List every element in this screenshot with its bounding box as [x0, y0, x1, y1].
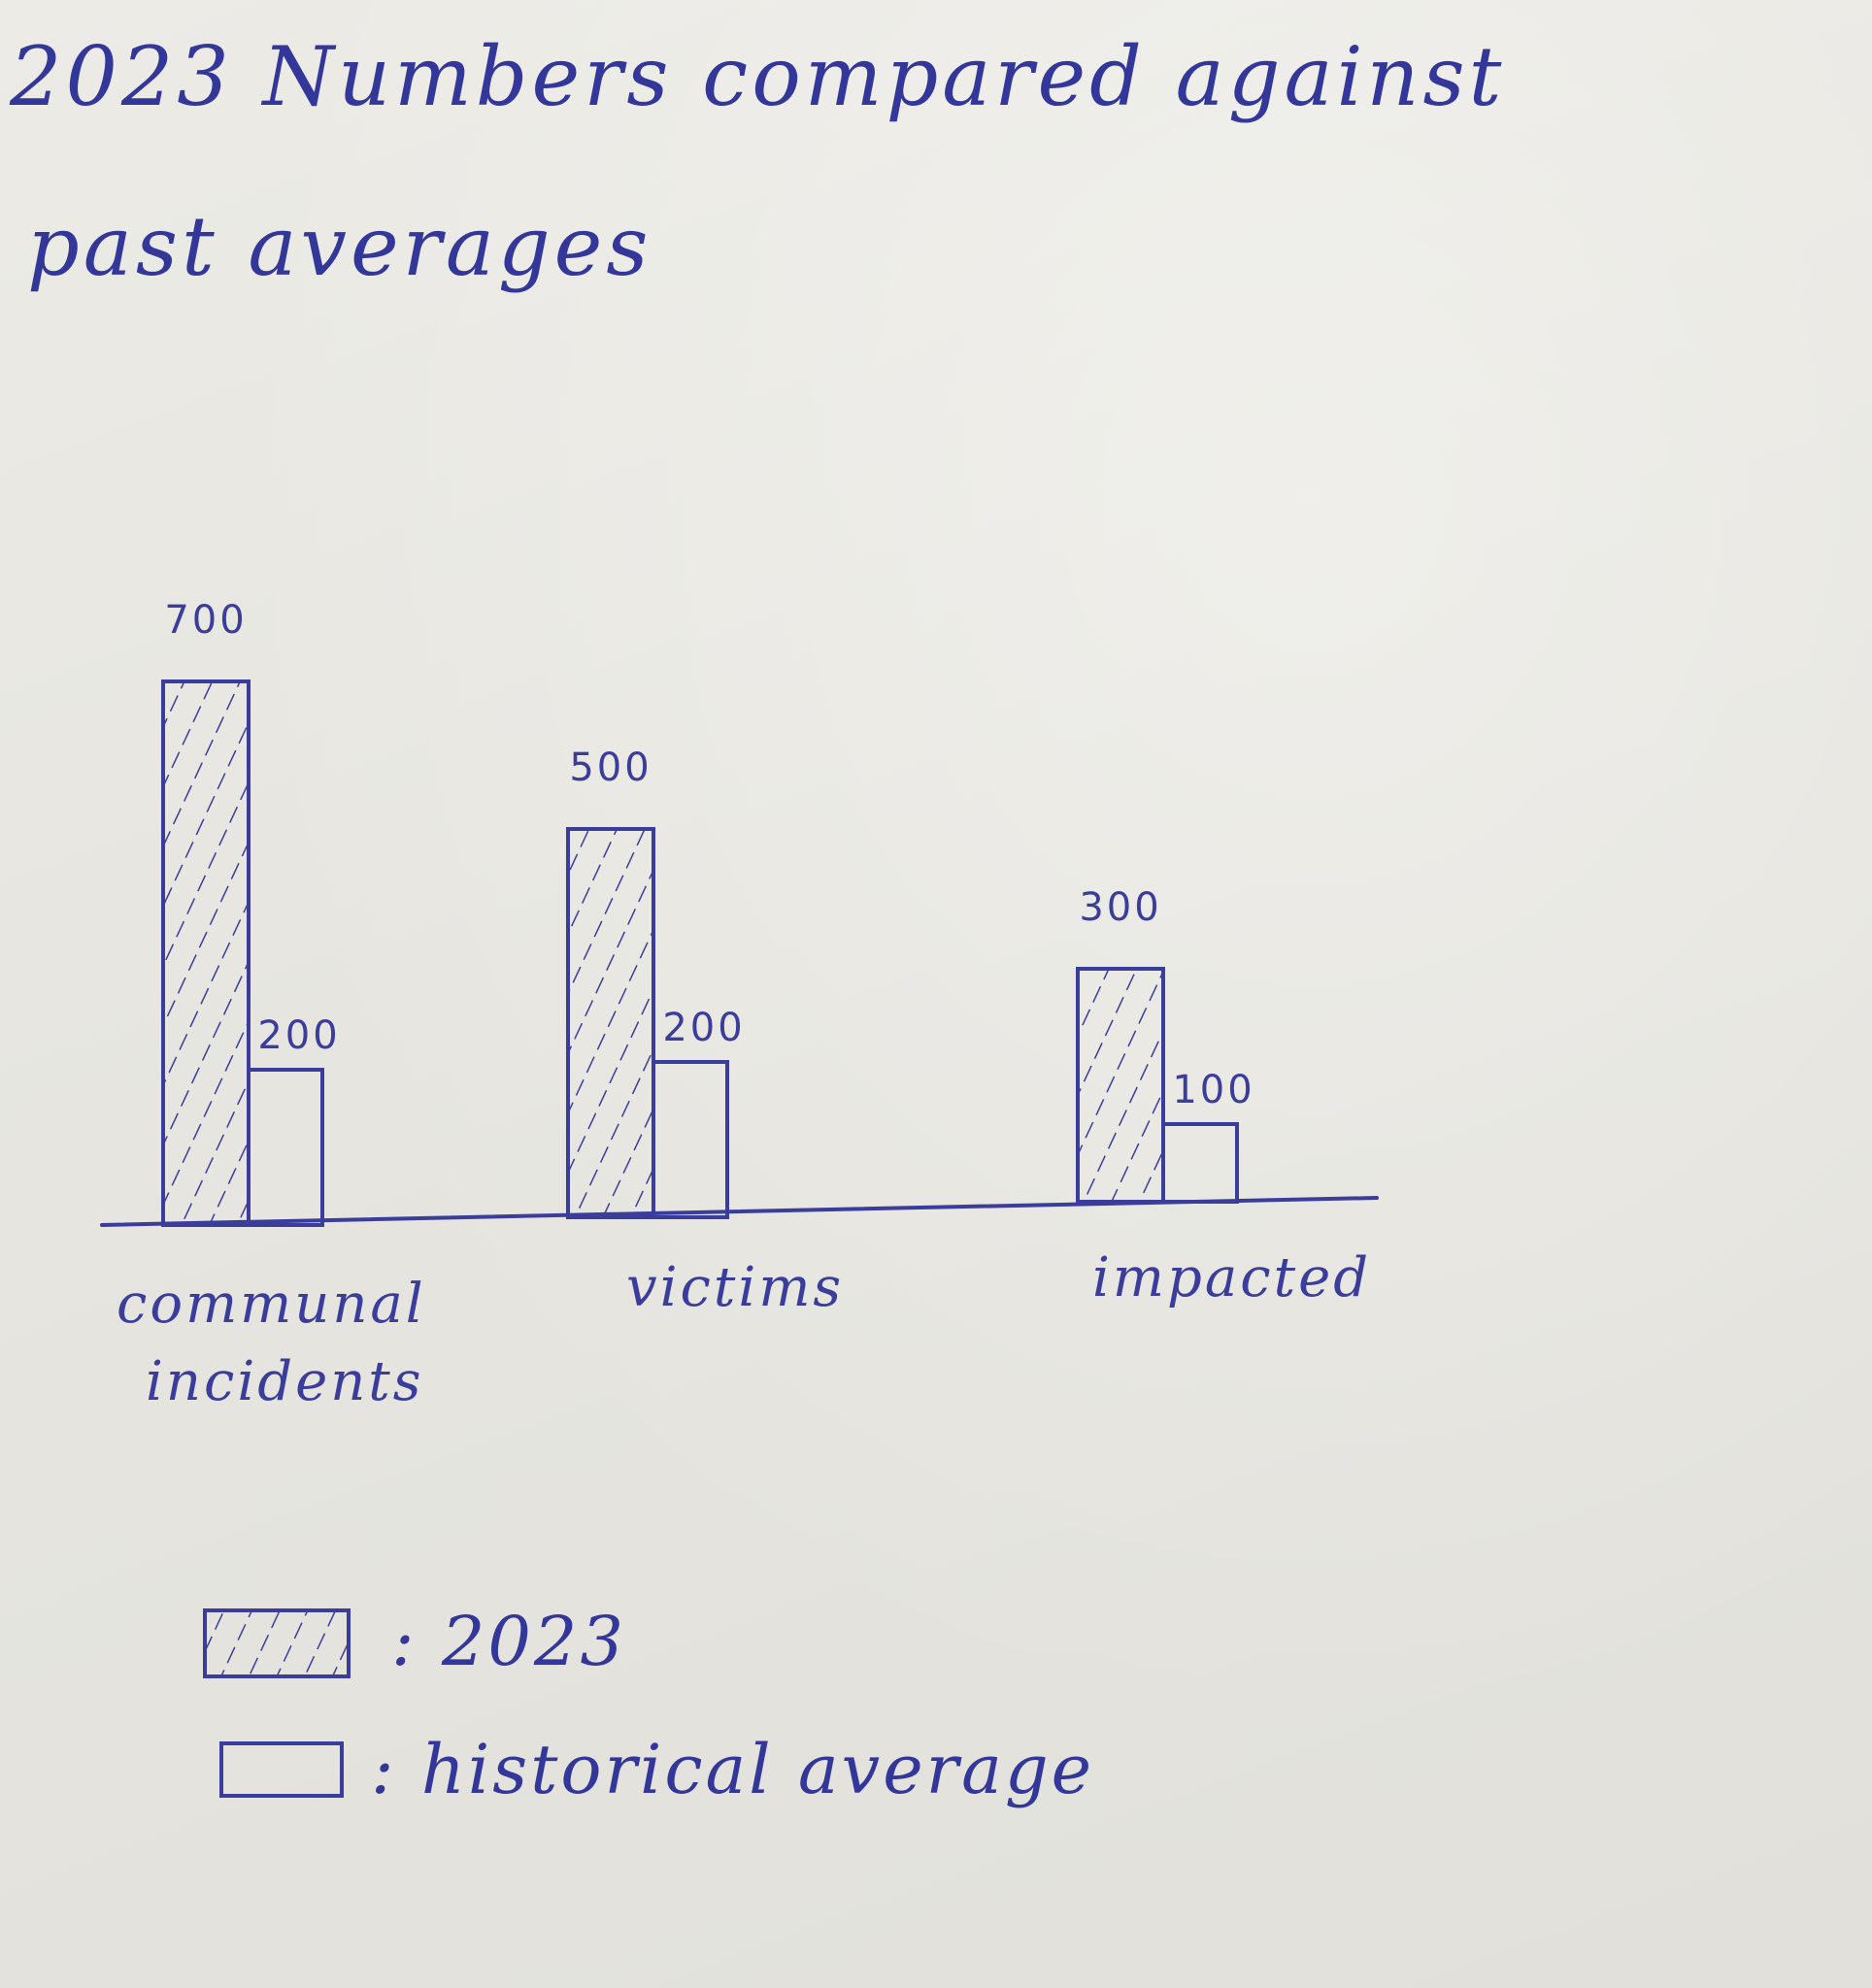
bar-2023-impacted	[1076, 967, 1165, 1204]
legend-label-2023: : 2023	[391, 1602, 626, 1681]
legend-swatch-hatched	[203, 1608, 351, 1678]
data-label-historical-average-impacted: 100	[1172, 1068, 1254, 1112]
category-label-communal-incidents-line-1: communal	[117, 1273, 426, 1336]
data-label-historical-average-victims: 200	[662, 1006, 745, 1050]
data-label-2023-victims: 500	[569, 746, 652, 790]
legend-swatch-empty	[219, 1741, 344, 1798]
bar-historical-average-victims	[652, 1060, 729, 1219]
legend-label-historical-average: : historical average	[371, 1730, 1095, 1809]
chart-title-line-1: 2023 Numbers compared against	[10, 29, 1506, 124]
category-label-communal-incidents-line-2: incidents	[146, 1350, 424, 1413]
x-axis-baseline	[100, 1196, 1379, 1227]
category-label-victims-line-1: victims	[626, 1256, 844, 1319]
bar-historical-average-impacted	[1161, 1122, 1239, 1204]
legend-item-historical-average: : historical average	[216, 1730, 1094, 1809]
bar-2023-victims	[566, 827, 655, 1219]
bar-2023-communal-incidents	[161, 679, 251, 1227]
data-label-2023-impacted: 300	[1079, 885, 1161, 930]
category-label-impacted-line-1: impacted	[1092, 1246, 1371, 1309]
legend-item-2023: : 2023	[199, 1602, 626, 1681]
chart-title-line-2: past averages	[27, 199, 652, 294]
data-label-2023-communal-incidents: 700	[164, 598, 247, 643]
data-label-historical-average-communal-incidents: 200	[257, 1013, 340, 1058]
bar-historical-average-communal-incidents	[247, 1068, 324, 1227]
